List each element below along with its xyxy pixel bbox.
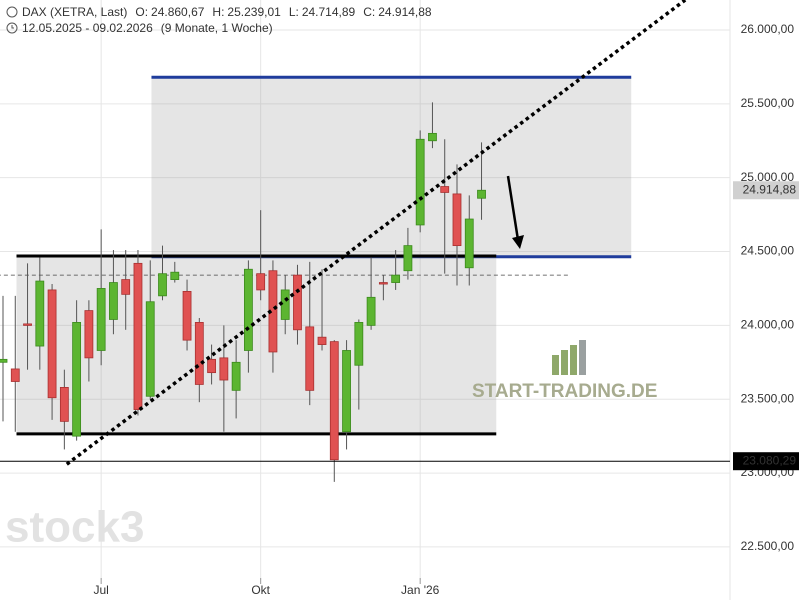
trendline — [65, 0, 687, 466]
candle-body — [231, 361, 241, 391]
candle-body — [23, 323, 32, 326]
arrow-head — [512, 235, 524, 249]
symbol: DAX (XETRA, Last) — [22, 5, 127, 19]
candle-body — [109, 282, 118, 320]
candle-body — [47, 289, 57, 399]
clock-icon — [6, 22, 18, 34]
candle-body — [317, 336, 327, 345]
range-line: 12.05.2025 - 09.02.2026 (9 Monate, 1 Woch… — [22, 21, 273, 35]
candle-body — [0, 358, 8, 363]
field-label: L: — [289, 5, 299, 19]
y-tick-label: 22.500,00 — [741, 539, 795, 553]
field-value: 24.860,67 — [151, 5, 205, 19]
candle-body — [96, 288, 106, 351]
clock-hand — [11, 25, 14, 29]
y-tick-label: 24.000,00 — [741, 318, 795, 332]
field-value: 24.914,88 — [378, 5, 432, 19]
candle-body — [59, 387, 69, 422]
plot: stock3 START-TRADING.DE — [0, 0, 731, 600]
candle-body — [440, 186, 450, 193]
candle-body — [170, 271, 180, 280]
candle-body — [305, 326, 315, 391]
candle-body — [182, 291, 192, 341]
candle-body — [428, 132, 437, 142]
candle-body — [219, 357, 229, 381]
field-label: C: — [363, 5, 375, 19]
price-marker — [733, 452, 799, 471]
candle-body — [354, 322, 364, 366]
candle-body — [256, 273, 266, 291]
zone — [151, 77, 632, 257]
candle-body — [145, 301, 155, 397]
candle-body — [293, 274, 302, 331]
candle-body — [403, 245, 413, 272]
y-tick-label: 25.000,00 — [741, 170, 795, 184]
y-tick-label: 23.500,00 — [741, 391, 795, 405]
y-tick-label: 25.500,00 — [741, 96, 795, 110]
x-tick-label: Jul — [93, 583, 108, 597]
x-tick-label: Jan '26 — [401, 583, 440, 597]
price-marker — [733, 181, 799, 200]
price-marker-label: 23.080,29 — [743, 453, 797, 467]
logo — [552, 340, 586, 375]
candle-body — [158, 273, 167, 297]
watermark: START-TRADING.DE — [472, 381, 657, 402]
field-label: O: — [135, 5, 148, 19]
candle-body — [464, 218, 474, 269]
arrow — [506, 175, 520, 241]
candle-body — [243, 268, 253, 351]
candle-body — [35, 280, 45, 347]
field-value: 25.239,01 — [227, 5, 281, 19]
y-tick-label: 24.500,00 — [741, 244, 795, 258]
period: (9 Monate, 1 Woche) — [161, 21, 273, 35]
range: 12.05.2025 - 09.02.2026 — [22, 21, 153, 35]
candle-body — [10, 368, 20, 382]
candle-body — [207, 358, 216, 374]
candle-body — [194, 322, 204, 385]
field-value: 24.714,89 — [302, 5, 356, 19]
candle-body — [366, 296, 376, 326]
field-label: H: — [212, 5, 224, 19]
candle-body — [121, 279, 131, 295]
candle-body — [342, 350, 351, 433]
price-marker-label: 24.914,88 — [743, 182, 797, 196]
candle-body — [84, 310, 94, 359]
candle-body — [72, 322, 82, 437]
candle-body — [477, 189, 486, 199]
candle-body — [329, 341, 339, 461]
candle-body — [391, 274, 401, 283]
watermark: stock3 — [5, 503, 144, 552]
candle-body — [378, 282, 388, 285]
candle-body — [415, 138, 425, 226]
candle-body — [133, 262, 143, 410]
y-tick-label: 26.000,00 — [741, 22, 795, 36]
header — [6, 6, 18, 34]
candle-body — [280, 289, 290, 320]
icon — [6, 6, 18, 18]
header-line: DAX (XETRA, Last) O: 24.860,67 H: 25.239,01 L… — [22, 5, 432, 19]
candle-body — [452, 193, 462, 247]
x-tick-label: Okt — [251, 583, 270, 597]
